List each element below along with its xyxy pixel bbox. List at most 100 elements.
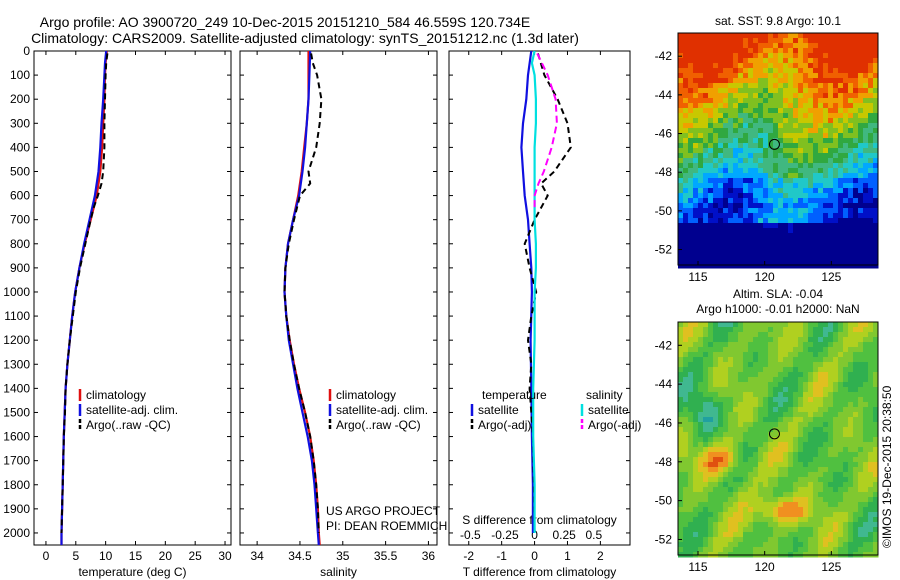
map-cell [818,417,824,423]
map-cell [698,422,704,428]
map-cell [718,238,724,244]
map-cell [868,442,874,448]
map-cell [693,123,699,129]
map-cell [823,542,829,548]
map-cell [858,487,864,493]
map-cell [828,258,834,264]
map-cell [853,512,859,518]
map-cell [798,397,804,403]
map-cell [713,73,719,79]
map-cell [803,243,809,249]
map-cell [828,243,834,249]
map-cell [778,148,784,154]
map-cell [773,402,779,408]
map-cell [803,193,809,199]
map-cell [768,402,774,408]
map-cell [693,542,699,548]
map-cell [798,497,804,503]
map-cell [788,258,794,264]
map-cell [778,412,784,418]
map-cell [858,98,864,104]
map-cell [783,407,789,413]
series-line [523,53,572,534]
map-cell [713,542,719,548]
map-cell [823,347,829,353]
map-cell [868,422,874,428]
map-cell [823,83,829,89]
map-cell [683,527,689,533]
map-cell [813,382,819,388]
map-cell [793,78,799,84]
map-cell [833,382,839,388]
map-cell [843,58,849,64]
map-cell [823,467,829,473]
map-cell [768,68,774,74]
map-cell [853,522,859,528]
map-cell [718,43,724,49]
map-cell [848,243,854,249]
map-cell [873,183,879,189]
map-cell [793,327,799,333]
map-cell [708,457,714,463]
map-cell [848,178,854,184]
map-y-tick-label: -50 [655,204,673,218]
map-cell [783,128,789,134]
map-cell [838,123,844,129]
map-cell [733,407,739,413]
map-cell [738,427,744,433]
map-cell [753,372,759,378]
map-cell [743,492,749,498]
map-cell [813,372,819,378]
map-cell [768,397,774,403]
map-cell [678,332,684,338]
map-cell [683,427,689,433]
map-cell [798,427,804,433]
map-cell [833,248,839,254]
map-cell [813,502,819,508]
map-cell [808,203,814,209]
map-cell [703,402,709,408]
map-cell [778,78,784,84]
map-cell [803,173,809,179]
map-cell [863,527,869,533]
map-cell [828,332,834,338]
map-cell [803,412,809,418]
map-cell [843,522,849,528]
map-cell [788,507,794,513]
map-cell [823,118,829,124]
map-cell [708,118,714,124]
map-cell [758,327,764,333]
map-cell [768,432,774,438]
map-cell [838,377,844,383]
map-cell [783,547,789,553]
map-cell [708,173,714,179]
map-cell [703,382,709,388]
map-cell [803,507,809,513]
map-cell [753,337,759,343]
map-cell [808,88,814,94]
map-cell [688,143,694,149]
map-cell [753,437,759,443]
map-cell [823,113,829,119]
map-cell [718,352,724,358]
map-cell [838,208,844,214]
map-cell [873,442,879,448]
map-cell [708,502,714,508]
map-cell [778,68,784,74]
map-cell [688,512,694,518]
map-cell [723,68,729,74]
map-cell [713,467,719,473]
map-cell [843,472,849,478]
map-cell [738,103,744,109]
map-cell [713,113,719,119]
map-cell [763,63,769,69]
map-cell [818,452,824,458]
map-cell [693,203,699,209]
map-cell [808,78,814,84]
map-cell [743,73,749,79]
x-tick-label: 34 [250,549,264,563]
map-cell [728,43,734,49]
map-cell [703,53,709,59]
map-cell [768,208,774,214]
map-cell [773,347,779,353]
